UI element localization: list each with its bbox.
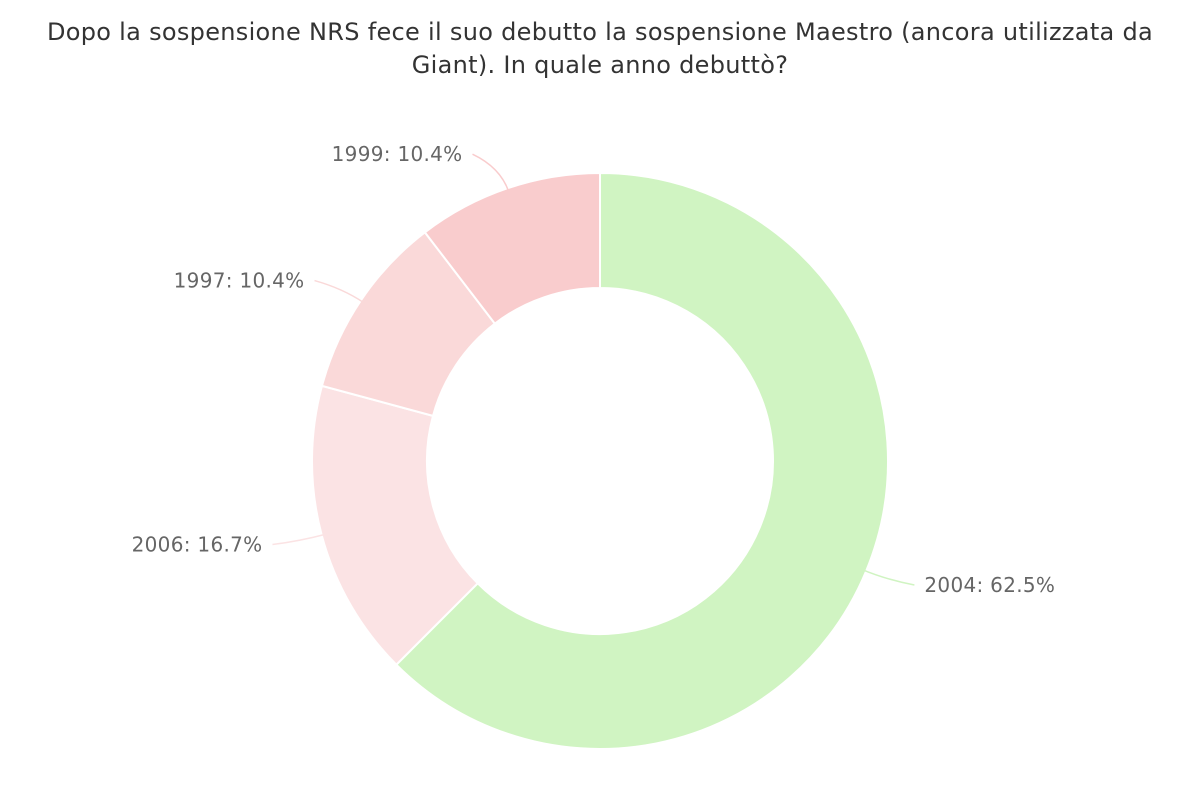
- slice-2006[interactable]: [311, 384, 479, 666]
- chart-title: Dopo la sospensione NRS fece il suo debu…: [46, 18, 1154, 79]
- connector-1999: [472, 153, 510, 193]
- labels-group: 2004: 62.5% 2006: 16.7% 1997: 10.4% 1999: 1…: [132, 142, 1055, 597]
- slice-1999[interactable]: [423, 172, 601, 325]
- connector-2006: [272, 533, 326, 546]
- label-2006: 2006: 16.7%: [132, 533, 263, 557]
- label-2004: 2004: 62.5%: [924, 573, 1055, 597]
- connectors-group: [272, 153, 915, 586]
- connector-1997: [314, 279, 365, 304]
- label-1997: 1997: 10.4%: [174, 269, 305, 293]
- slice-2004[interactable]: [395, 172, 889, 750]
- connector-2004: [862, 568, 915, 586]
- label-1999: 1999: 10.4%: [332, 142, 463, 166]
- slices-group: [311, 172, 889, 750]
